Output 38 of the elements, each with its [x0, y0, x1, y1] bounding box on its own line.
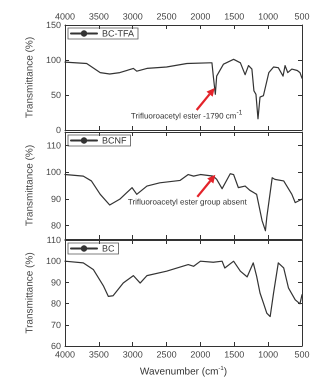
y-tick-label: 110 — [46, 235, 61, 245]
legend-label: BCNF — [102, 136, 127, 146]
y-tick-label: 0 — [56, 125, 61, 135]
y-tick-label: 70 — [50, 320, 61, 330]
x2-tick-label: 1500 — [224, 12, 244, 22]
y-axis-title: Transmittance (%) — [24, 36, 36, 118]
y-tick-label: 100 — [46, 55, 61, 65]
x-tick-label: 4000 — [54, 350, 76, 360]
x-tick-label: 3500 — [88, 350, 109, 360]
x2-tick-label: 3000 — [122, 12, 143, 22]
x2-tick-label: 2000 — [190, 12, 210, 22]
y-tick-label: 60 — [50, 341, 61, 351]
y-tick-label: 50 — [50, 90, 61, 100]
legend-label: BC-TFA — [102, 28, 134, 38]
x-tick-label: 2000 — [190, 350, 210, 360]
x2-tick-label: 3500 — [88, 12, 109, 22]
y-tick-label: 90 — [50, 277, 61, 288]
x2-tick-label: 1000 — [258, 12, 278, 22]
x2-tick-label: 2500 — [156, 12, 177, 22]
x-tick-label: 1000 — [258, 350, 278, 360]
y-tick-label: 100 — [46, 167, 61, 178]
x-tick-label: 2500 — [156, 350, 177, 360]
legend-label: BC — [102, 244, 116, 254]
annotation: Trifluoroacetyl ester -1790 cm$^{-1}$ — [130, 110, 242, 120]
x2-tick-label: 4000 — [54, 12, 76, 22]
y-tick-label: 110 — [46, 140, 61, 150]
y-axis-title: Transmittance (%) — [24, 144, 36, 226]
y-tick-label: 80 — [50, 298, 61, 309]
x2-tick-label: 500 — [294, 12, 310, 22]
x-tick-label: 3000 — [122, 350, 143, 360]
x-tick-label: 500 — [294, 350, 310, 360]
y-tick-label: 150 — [46, 20, 61, 30]
y-tick-label: 100 — [46, 256, 61, 266]
y-axis-title: Transmittance (%) — [24, 252, 36, 334]
annotation: Trifluoroacetyl ester group absent — [128, 197, 247, 206]
y-tick-label: 90 — [50, 194, 61, 204]
x-tick-label: 1500 — [224, 350, 244, 360]
y-tick-label: 80 — [50, 220, 61, 231]
